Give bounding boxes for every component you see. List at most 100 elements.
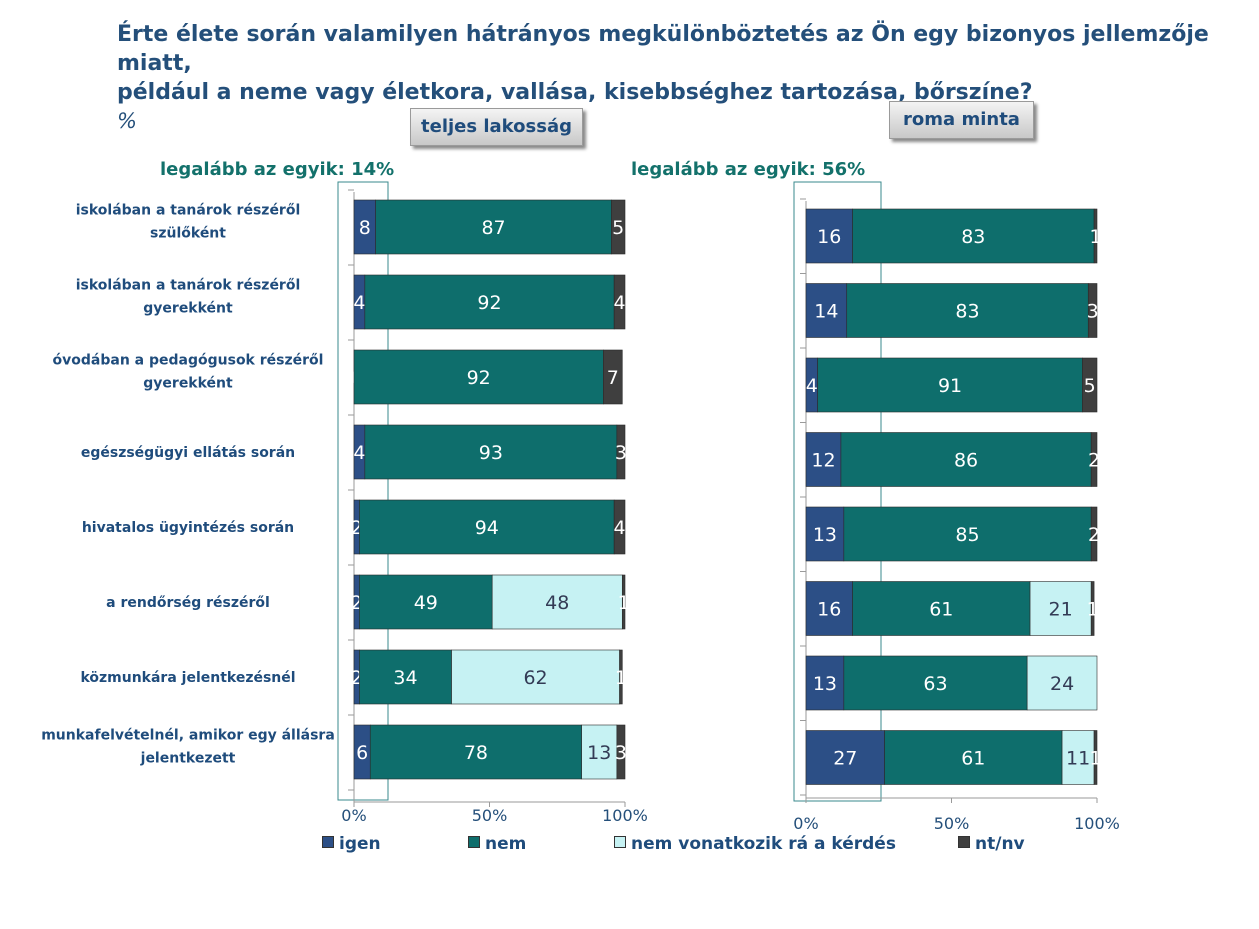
data-label-nt-nv: 7 <box>607 367 619 389</box>
bar-nem-vonatkozik <box>491 574 623 630</box>
data-label-nt-nv: 1 <box>618 592 630 614</box>
data-label-nt-nv: 3 <box>615 442 627 464</box>
bar-nem-vonatkozik <box>1061 730 1095 785</box>
data-label-nem-vonatkozik: 13 <box>587 742 611 764</box>
legend-item-nt-nv: nt/nv <box>958 834 1025 854</box>
bar-nem <box>817 357 1083 413</box>
legend-label-nem: nem <box>485 834 527 854</box>
data-label-igen: 13 <box>813 524 837 546</box>
bar-igen <box>805 432 842 487</box>
category-label: a rendőrség részéről <box>106 595 270 611</box>
data-label-nem: 61 <box>961 748 985 770</box>
data-label-nt-nv: 3 <box>1087 301 1099 323</box>
data-label-nem: 94 <box>475 517 499 539</box>
data-label-igen: 16 <box>817 226 841 248</box>
legend-item-igen: igen <box>322 834 381 854</box>
bar-nem <box>359 499 615 555</box>
bar-nt-nv <box>616 724 626 780</box>
category-label: iskolában a tanárok részéről szülőként <box>76 203 301 242</box>
bar-nt-nv <box>616 424 626 480</box>
data-label-nt-nv: 4 <box>614 292 626 314</box>
data-label-igen: 13 <box>813 673 837 695</box>
bar-nem <box>359 574 493 630</box>
data-label-igen: 4 <box>353 292 365 314</box>
category-label-line: közmunkára jelentkezésnél <box>80 670 295 686</box>
bar-nt-nv <box>1090 432 1098 487</box>
bar-nt-nv <box>1090 506 1098 562</box>
bar-nem-vonatkozik <box>1026 655 1098 711</box>
bar-nt-nv <box>1087 283 1098 338</box>
data-label-nem: 34 <box>393 667 417 689</box>
data-label-nem-vonatkozik: 21 <box>1049 599 1073 621</box>
data-label-igen: 8 <box>359 217 371 239</box>
bar-igen <box>805 730 885 785</box>
bar-nem <box>846 283 1089 338</box>
category-label: hivatalos ügyintézés során <box>82 520 294 536</box>
data-label-nt-nv: 1 <box>1089 226 1101 248</box>
bar-nem <box>353 349 604 405</box>
title-line-1: Érte élete során valamilyen hátrányos me… <box>117 22 1209 76</box>
bar-nt-nv <box>1093 208 1098 264</box>
category-label: óvodában a pedagógusok részéről gyerekkén… <box>53 353 324 392</box>
title-unit: % <box>117 109 137 133</box>
category-label-line: munkafelvételnél, amikor egy állásra <box>41 728 335 744</box>
category-label-line: gyerekként <box>143 301 233 317</box>
x-tick-label: 50% <box>472 806 508 825</box>
bar-nem <box>852 208 1095 264</box>
bar-nem <box>843 506 1092 562</box>
legend-label-nem-vonatkozik: nem vonatkozik rá a kérdés <box>631 834 896 854</box>
data-label-igen: 4 <box>353 442 365 464</box>
data-label-nem: 91 <box>938 375 962 397</box>
data-label-nt-nv: 1 <box>615 667 627 689</box>
bar-nem <box>359 649 452 705</box>
data-label-nem: 83 <box>961 226 985 248</box>
bar-nem <box>364 274 615 330</box>
legend-swatch-nem <box>468 836 480 848</box>
bar-nem-vonatkozik <box>451 649 620 705</box>
category-label-line: szülőként <box>150 226 226 242</box>
x-tick-label: 100% <box>1074 814 1120 833</box>
category-label-line: óvodában a pedagógusok részéről <box>53 353 324 369</box>
data-label-nt-nv: 2 <box>1088 524 1100 546</box>
category-label-line: hivatalos ügyintézés során <box>82 520 294 536</box>
x-tick-label: 0% <box>793 814 818 833</box>
bar-nt-nv <box>613 274 626 330</box>
legend-swatch-nem-vonatkozik <box>614 836 626 848</box>
x-tick-label: 0% <box>341 806 366 825</box>
legend-item-nem: nem <box>468 834 526 854</box>
bar-nt-nv <box>611 199 626 255</box>
atleast-right: legalább az egyik: 56% <box>631 159 866 180</box>
x-tick-label: 50% <box>934 814 970 833</box>
bar-nem <box>840 432 1092 487</box>
bar-nt-nv <box>613 499 626 555</box>
data-label-nem: 85 <box>955 524 979 546</box>
bar-nt-nv <box>1082 357 1098 413</box>
data-label-nt-nv: 1 <box>1089 748 1101 770</box>
data-label-nt-nv: 2 <box>1088 450 1100 472</box>
atleast-frame <box>793 181 882 802</box>
bar-nem <box>375 199 612 255</box>
data-label-nt-nv: 3 <box>615 742 627 764</box>
legend-swatch-nt-nv <box>958 836 970 848</box>
data-label-nt-nv: 5 <box>1084 375 1096 397</box>
bar-nt-nv <box>603 349 623 405</box>
bar-igen <box>805 655 845 711</box>
panel-label-teljes: teljes lakosság <box>410 108 583 146</box>
category-label: egészségügyi ellátás során <box>81 445 295 461</box>
bar-igen <box>805 506 845 562</box>
bar-igen <box>805 283 848 338</box>
atleast-left: legalább az egyik: 14% <box>160 159 395 180</box>
data-label-nem: 93 <box>479 442 503 464</box>
category-label: iskolában a tanárok részéről gyerekként <box>76 278 301 317</box>
data-label-nem: 61 <box>929 599 953 621</box>
data-label-nem: 63 <box>923 673 947 695</box>
data-label-nem: 92 <box>477 292 501 314</box>
category-label-line: egészségügyi ellátás során <box>81 445 295 461</box>
legend: igen nem nem vonatkozik rá a kérdés nt/n… <box>322 834 1082 856</box>
data-label-nt-nv: 5 <box>612 217 624 239</box>
data-label-igen: 12 <box>811 450 835 472</box>
data-label-nem: 92 <box>467 367 491 389</box>
category-label-line: gyerekként <box>143 376 233 392</box>
data-label-nem: 78 <box>464 742 488 764</box>
